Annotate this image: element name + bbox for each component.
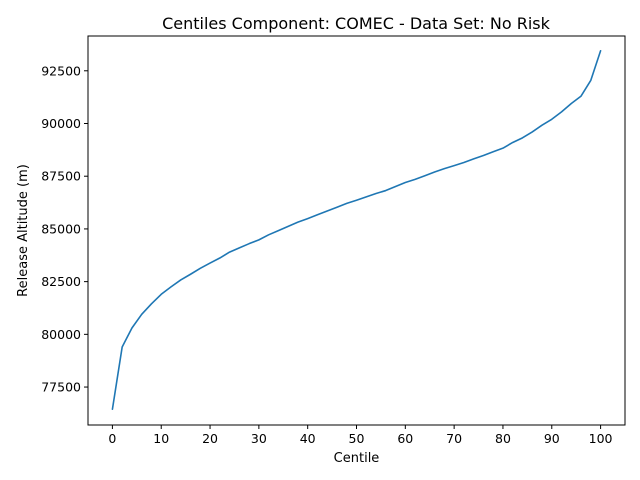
- y-axis-ticks: 77500 80000 82500 85000 87500 90000 92500: [41, 63, 88, 395]
- y-tick-label: 87500: [41, 169, 81, 184]
- x-axis-ticks: 0 10 20 30 40 50 60 70 80 90 100: [108, 425, 613, 446]
- x-tick-label: 20: [202, 431, 218, 446]
- x-tick-label: 70: [446, 431, 462, 446]
- x-tick-label: 100: [589, 431, 613, 446]
- y-tick-label: 92500: [41, 63, 81, 78]
- x-tick-label: 40: [300, 431, 316, 446]
- x-tick-label: 60: [397, 431, 413, 446]
- x-tick-label: 0: [108, 431, 116, 446]
- x-tick-label: 90: [544, 431, 560, 446]
- series-layer: [111, 49, 602, 410]
- x-axis-label: Centile: [334, 451, 380, 466]
- y-tick-label: 77500: [41, 380, 81, 395]
- y-tick-label: 80000: [41, 327, 81, 342]
- y-tick-label: 85000: [41, 221, 81, 236]
- y-axis-label: Release Altitude (m): [16, 164, 31, 297]
- x-tick-label: 10: [153, 431, 169, 446]
- plot-area-frame: [87, 35, 626, 426]
- y-tick-label: 90000: [41, 116, 81, 131]
- x-tick-label: 80: [495, 431, 511, 446]
- x-tick-label: 50: [349, 431, 365, 446]
- chart-title: Centiles Component: COMEC - Data Set: No…: [162, 14, 551, 33]
- y-tick-label: 82500: [41, 274, 81, 289]
- series-line: [111, 49, 602, 410]
- x-tick-label: 30: [251, 431, 267, 446]
